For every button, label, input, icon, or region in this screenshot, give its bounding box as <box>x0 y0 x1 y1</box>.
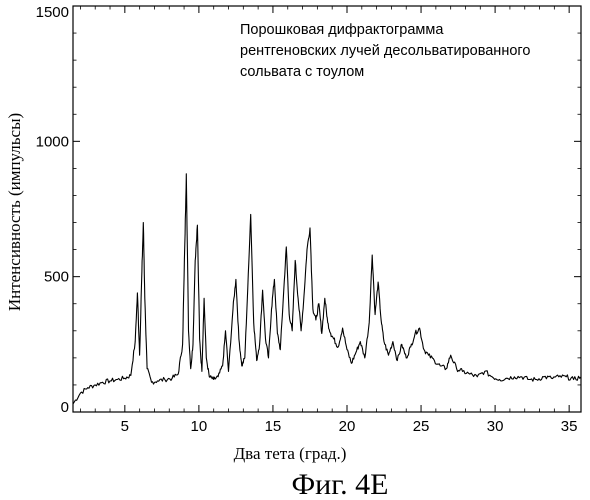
y-tick-label: 0 <box>61 399 69 416</box>
x-tick-label: 5 <box>121 418 129 435</box>
x-tick-label: 25 <box>413 418 430 435</box>
annotation-line-3: сольвата с тоулом <box>240 64 364 80</box>
annotation-line-1: Порошковая дифрактограмма <box>240 22 444 38</box>
y-axis-label: Интенсивность (импульсы) <box>5 113 24 311</box>
diffraction-pattern-line <box>73 174 581 404</box>
x-tick-label: 35 <box>561 418 578 435</box>
annotation-line-2: рентгеновских лучей десольватированного <box>240 43 530 59</box>
x-tick-label: 30 <box>487 418 504 435</box>
y-tick-label: 1500 <box>36 4 69 21</box>
x-tick-label: 15 <box>265 418 282 435</box>
x-axis-label: Два тета (град.) <box>234 444 347 463</box>
y-tick-label: 1000 <box>36 133 69 150</box>
x-tick-label: 20 <box>339 418 356 435</box>
series-group <box>73 174 581 404</box>
x-tick-label: 10 <box>191 418 208 435</box>
y-tick-label: 500 <box>44 269 69 286</box>
figure-caption: Фиг. 4Е <box>291 468 388 500</box>
chart-annotation: Порошковая дифрактограмма рентгеновских … <box>240 22 534 80</box>
